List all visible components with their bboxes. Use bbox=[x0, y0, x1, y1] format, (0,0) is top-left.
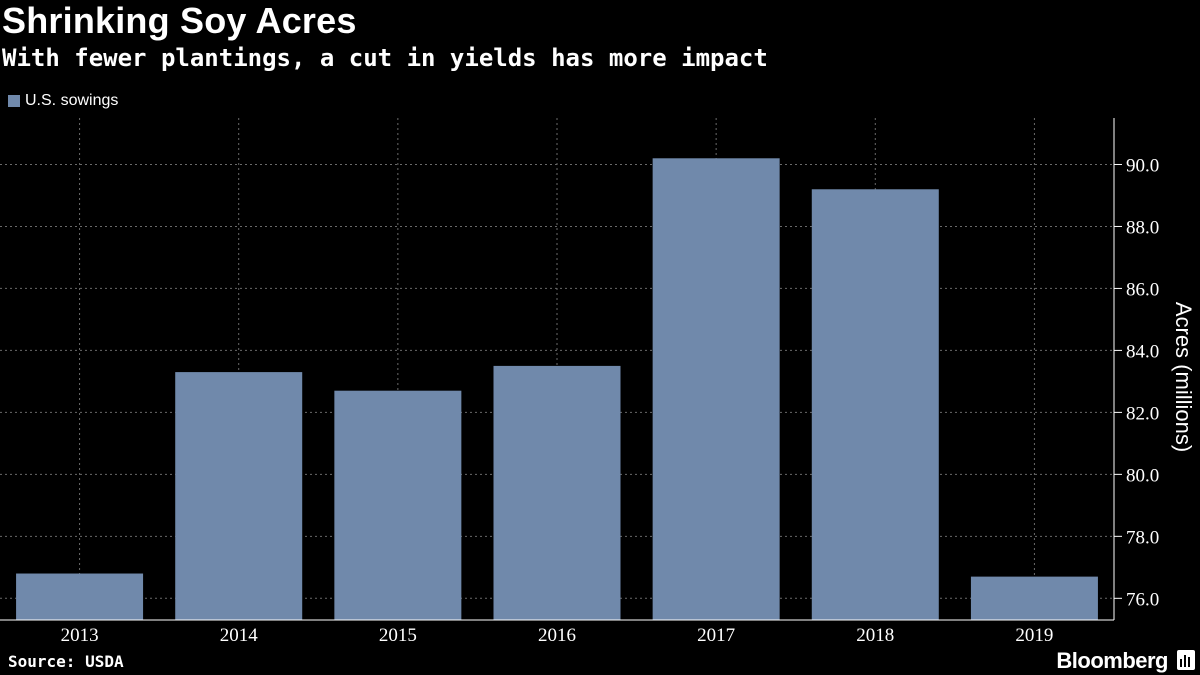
bar-2018 bbox=[811, 189, 939, 620]
chart-title: Shrinking Soy Acres bbox=[2, 0, 357, 41]
axes: 76.0 78.0 80.0 82.0 84.0 86.0 88.0 90.0 2013 2014… bbox=[0, 118, 1159, 646]
bar-2014 bbox=[175, 372, 303, 620]
y-tick-label: 80.0 bbox=[1126, 465, 1159, 486]
bar-2016 bbox=[493, 365, 621, 620]
x-tick-label: 2018 bbox=[856, 625, 894, 646]
legend-swatch bbox=[8, 95, 20, 107]
bars bbox=[16, 158, 1098, 621]
bloomberg-logo: Bloomberg bbox=[1056, 648, 1168, 673]
bloomberg-terminal-icon bbox=[1177, 650, 1195, 670]
x-tick-label: 2016 bbox=[538, 625, 576, 646]
y-tick-label: 86.0 bbox=[1126, 279, 1159, 300]
y-tick-label: 76.0 bbox=[1126, 589, 1159, 610]
y-tick-label: 88.0 bbox=[1126, 217, 1159, 238]
y-tick-label: 90.0 bbox=[1126, 155, 1159, 176]
x-tick-label: 2017 bbox=[697, 625, 735, 646]
chart-subtitle: With fewer plantings, a cut in yields ha… bbox=[2, 44, 768, 72]
y-tick-label: 78.0 bbox=[1126, 527, 1159, 548]
legend-label: U.S. sowings bbox=[25, 92, 119, 109]
y-axis-title: Acres (millions) bbox=[1171, 302, 1196, 452]
x-tick-label: 2015 bbox=[379, 625, 417, 646]
bar-2019 bbox=[970, 576, 1098, 620]
y-tick-label: 84.0 bbox=[1126, 341, 1159, 362]
legend: U.S. sowings bbox=[8, 92, 118, 110]
y-tick-label: 82.0 bbox=[1126, 403, 1159, 424]
source-note: Source: USDA bbox=[8, 652, 124, 671]
bar-2013 bbox=[16, 573, 144, 620]
x-tick-label: 2013 bbox=[61, 625, 99, 646]
x-tick-label: 2014 bbox=[220, 625, 259, 646]
bar-2015 bbox=[334, 390, 462, 620]
bar-2017 bbox=[652, 158, 780, 621]
x-tick-label: 2019 bbox=[1015, 625, 1053, 646]
